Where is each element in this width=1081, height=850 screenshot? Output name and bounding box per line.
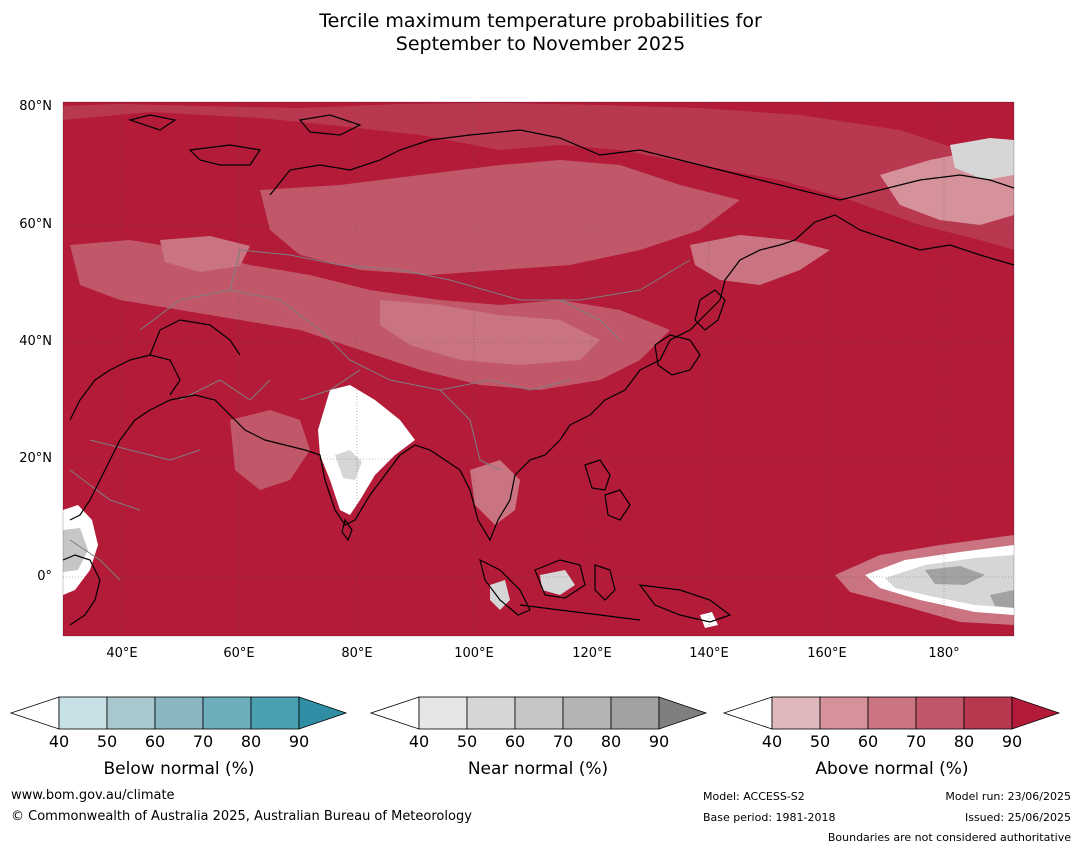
lon-label-180: 180°	[928, 646, 960, 661]
india-near-normal-50	[335, 450, 362, 480]
lat-label-60n: 60°N	[19, 217, 52, 232]
siberia-above-normal-70	[260, 160, 740, 275]
map-title-line2: September to November 2025	[395, 33, 686, 55]
far-east-above-normal-60	[690, 235, 830, 285]
indochina-above-normal-60	[470, 460, 520, 525]
lon-label-160e: 160°E	[807, 646, 847, 661]
lat-label-80n: 80°N	[19, 99, 52, 114]
footer-base-period: Base period: 1981-2018	[703, 811, 836, 824]
lon-label-100e: 100°E	[454, 646, 494, 661]
footer-model: Model: ACCESS-S2	[703, 790, 805, 803]
west-siberia-above-normal-60	[160, 236, 250, 272]
cbar-above-tick: 40	[761, 732, 783, 751]
cbar-near-tick: 40	[408, 732, 430, 751]
cbar-near-tick: 80	[600, 732, 622, 751]
colorbar-below-normal	[9, 696, 348, 730]
lon-label-40e: 40°E	[106, 646, 138, 661]
new-guinea-neutral	[700, 612, 718, 628]
pacific-near-normal-70	[925, 566, 985, 585]
footer-disclaimer: Boundaries are not considered authoritat…	[827, 831, 1071, 844]
cbar-near-tick: 90	[648, 732, 670, 751]
lon-label-60e: 60°E	[223, 646, 255, 661]
lon-label-120e: 120°E	[572, 646, 612, 661]
lat-label-40n: 40°N	[19, 334, 52, 349]
cbar-below-tick: 80	[240, 732, 262, 751]
cbar-above-tick: 60	[857, 732, 879, 751]
cbar-near-tick: 70	[552, 732, 574, 751]
cbar-near-tick: 60	[504, 732, 526, 751]
borneo-near-normal	[540, 570, 575, 595]
footer-copyright: © Commonwealth of Australia 2025, Austra…	[11, 809, 472, 824]
cbar-near-tick: 50	[456, 732, 478, 751]
map-frame	[62, 101, 1015, 637]
country-borders	[69, 249, 691, 581]
coastlines	[63, 114, 1014, 626]
cbar-above-tick: 50	[809, 732, 831, 751]
cbar-below-tick: 70	[192, 732, 214, 751]
footer-model-run: Model run: 23/06/2025	[945, 790, 1071, 803]
footer-issued: Issued: 25/06/2025	[964, 811, 1071, 824]
cbar-above-tick: 90	[1001, 732, 1023, 751]
lon-label-80e: 80°E	[341, 646, 373, 661]
cbar-below-tick: 60	[144, 732, 166, 751]
lat-label-0: 0°	[37, 569, 52, 584]
map-title-line1: Tercile maximum temperature probabilitie…	[319, 10, 762, 32]
south-asia-above-normal-70	[230, 410, 310, 490]
map-area[interactable]	[63, 102, 1014, 636]
india-neutral-region	[318, 385, 415, 515]
colorbar-above-normal-label: Above normal (%)	[815, 759, 969, 779]
colorbar-near-normal	[369, 696, 708, 730]
graticule	[63, 102, 1014, 636]
sumatra-near-normal	[490, 580, 510, 610]
cbar-above-tick: 80	[953, 732, 975, 751]
footer-website-link[interactable]: www.bom.gov.au/climate	[11, 788, 175, 803]
cbar-below-tick: 90	[288, 732, 310, 751]
lon-label-140e: 140°E	[689, 646, 729, 661]
colorbar-below-normal-label: Below normal (%)	[103, 759, 255, 779]
lat-label-20n: 20°N	[19, 451, 52, 466]
colorbar-near-normal-label: Near normal (%)	[467, 759, 609, 779]
mongolia-above-normal-60	[380, 300, 600, 365]
colorbar-above-normal	[722, 696, 1061, 730]
africa-near-normal-60	[63, 528, 88, 572]
land-above-normal-80	[63, 103, 1014, 250]
cbar-below-tick: 40	[48, 732, 70, 751]
pacific-near-normal-70-east	[990, 590, 1014, 608]
cbar-below-tick: 50	[96, 732, 118, 751]
cbar-above-tick: 70	[905, 732, 927, 751]
east-siberia-near-normal-50	[950, 138, 1014, 180]
